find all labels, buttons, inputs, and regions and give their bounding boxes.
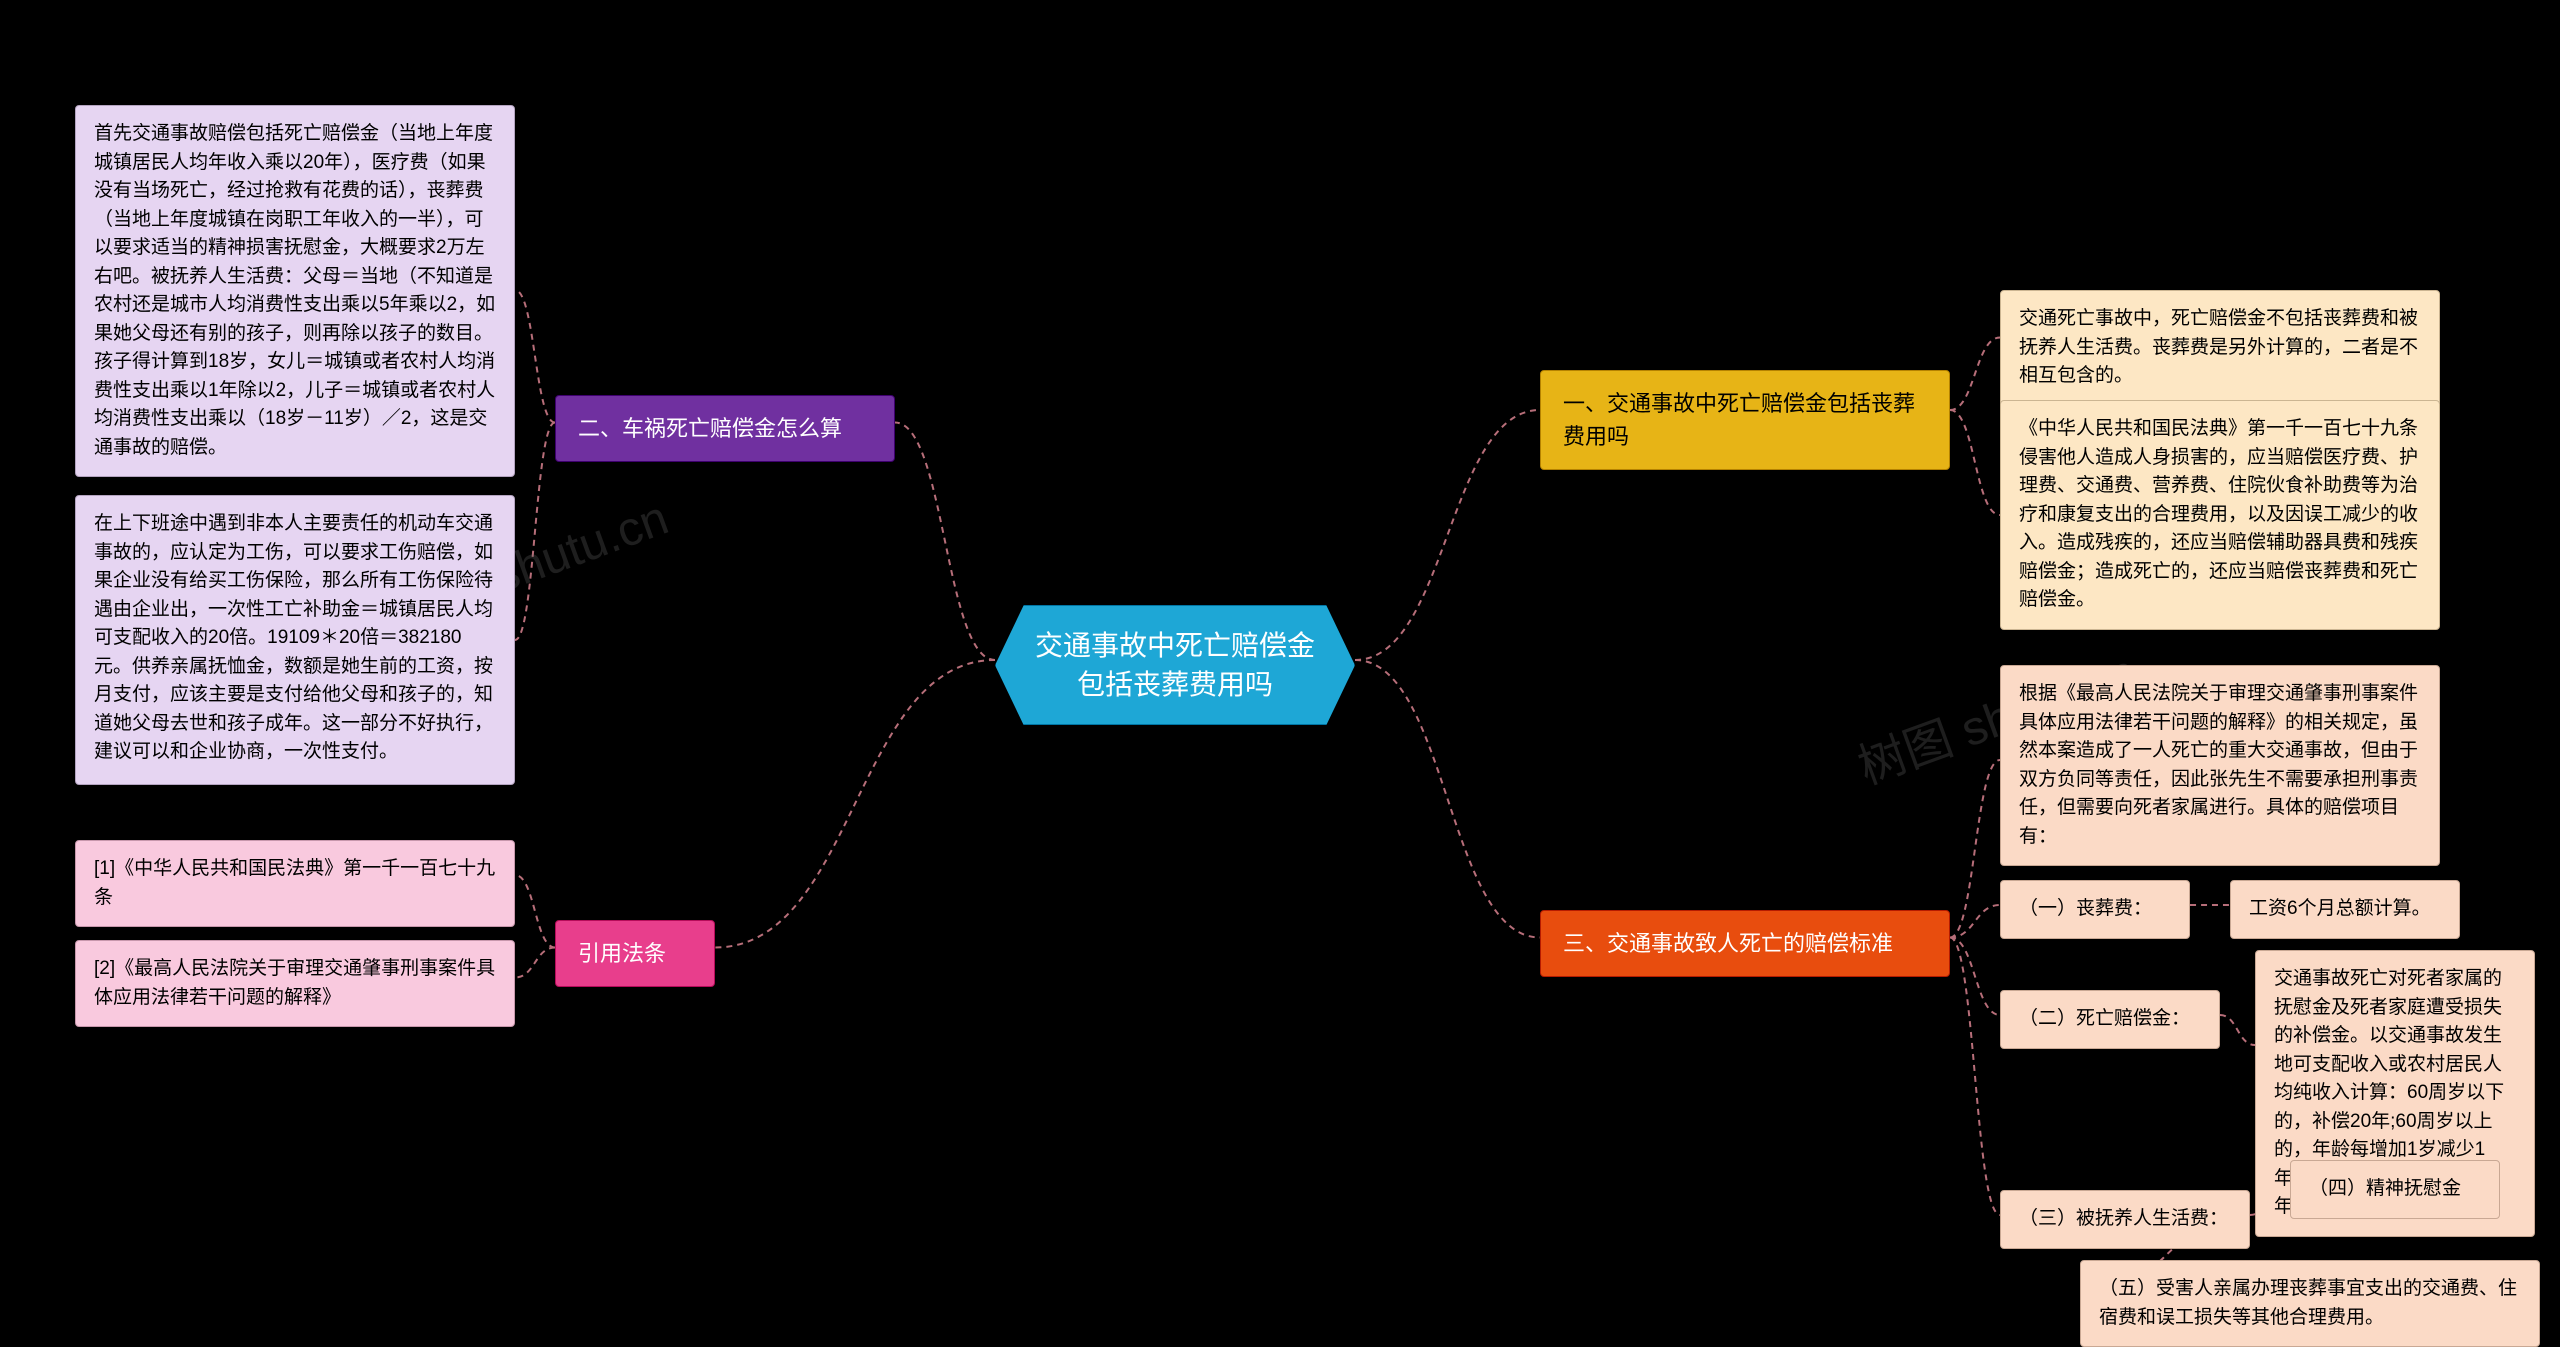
leaf-b2-2: 在上下班途中遇到非本人主要责任的机动车交通事故的，应认定为工伤，可以要求工伤赔偿… bbox=[75, 495, 515, 785]
leaf-b3-4-sub2: （五）受害人亲属办理丧葬事宜支出的交通费、住宿费和误工损失等其他合理费用。 bbox=[2080, 1260, 2540, 1347]
center-topic: 交通事故中死亡赔偿金包括丧葬费用吗 bbox=[995, 605, 1355, 725]
leaf-ref-2: [2]《最高人民法院关于审理交通肇事刑事案件具体应用法律若干问题的解释》 bbox=[75, 940, 515, 1027]
leaf-b3-4: （三）被抚养人生活费： bbox=[2000, 1190, 2250, 1249]
leaf-b3-4-sub1: （四）精神抚慰金 bbox=[2290, 1160, 2500, 1219]
leaf-ref-1: [1]《中华人民共和国民法典》第一千一百七十九条 bbox=[75, 840, 515, 927]
branch-ref: 引用法条 bbox=[555, 920, 715, 987]
leaf-b1-1: 交通死亡事故中，死亡赔偿金不包括丧葬费和被抚养人生活费。丧葬费是另外计算的，二者… bbox=[2000, 290, 2440, 406]
leaf-b3-3: （二）死亡赔偿金： bbox=[2000, 990, 2220, 1049]
leaf-b1-2: 《中华人民共和国民法典》第一千一百七十九条 侵害他人造成人身损害的，应当赔偿医疗… bbox=[2000, 400, 2440, 630]
branch-2: 二、车祸死亡赔偿金怎么算 bbox=[555, 395, 895, 462]
branch-1: 一、交通事故中死亡赔偿金包括丧葬费用吗 bbox=[1540, 370, 1950, 470]
leaf-b2-1: 首先交通事故赔偿包括死亡赔偿金（当地上年度城镇居民人均年收入乘以20年），医疗费… bbox=[75, 105, 515, 477]
leaf-b3-1: 根据《最高人民法院关于审理交通肇事刑事案件具体应用法律若干问题的解释》的相关规定… bbox=[2000, 665, 2440, 866]
branch-3: 三、交通事故致人死亡的赔偿标准 bbox=[1540, 910, 1950, 977]
leaf-b3-2-sub1: 工资6个月总额计算。 bbox=[2230, 880, 2460, 939]
leaf-b3-2: （一）丧葬费： bbox=[2000, 880, 2190, 939]
